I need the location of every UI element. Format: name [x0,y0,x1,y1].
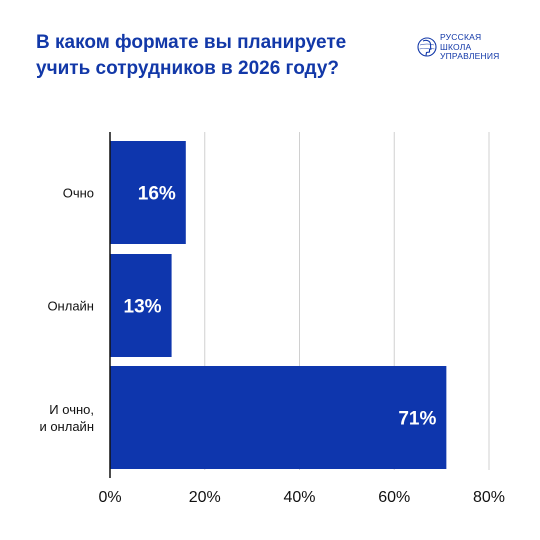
data-label: 71% [398,409,436,430]
category-label: И очно, [49,402,94,417]
bar [110,141,186,244]
globe-head-icon [417,37,437,57]
logo-line: УПРАВЛЕНИЯ [440,51,500,61]
x-tick-label: 60% [378,489,410,506]
data-label: 13% [124,297,162,318]
category-label: Онлайн [47,299,94,314]
data-label: 16% [138,184,176,205]
brand-logo: РУССКАЯ ШКОЛА УПРАВЛЕНИЯ [417,32,517,63]
x-tick-label: 80% [473,489,505,506]
x-tick-label: 0% [98,489,121,506]
logo-line: РУССКАЯ [440,32,482,42]
category-label: и онлайн [39,419,94,434]
category-label: Очно [63,186,94,201]
x-tick-label: 40% [283,489,315,506]
x-tick-label: 20% [189,489,221,506]
bar [110,366,447,469]
chart-title: В каком формате вы планируете учить сотр… [36,32,347,79]
bar [110,254,172,357]
logo-text: РУССКАЯ ШКОЛА УПРАВЛЕНИЯ [440,32,500,62]
logo-line: ШКОЛА [440,41,472,52]
